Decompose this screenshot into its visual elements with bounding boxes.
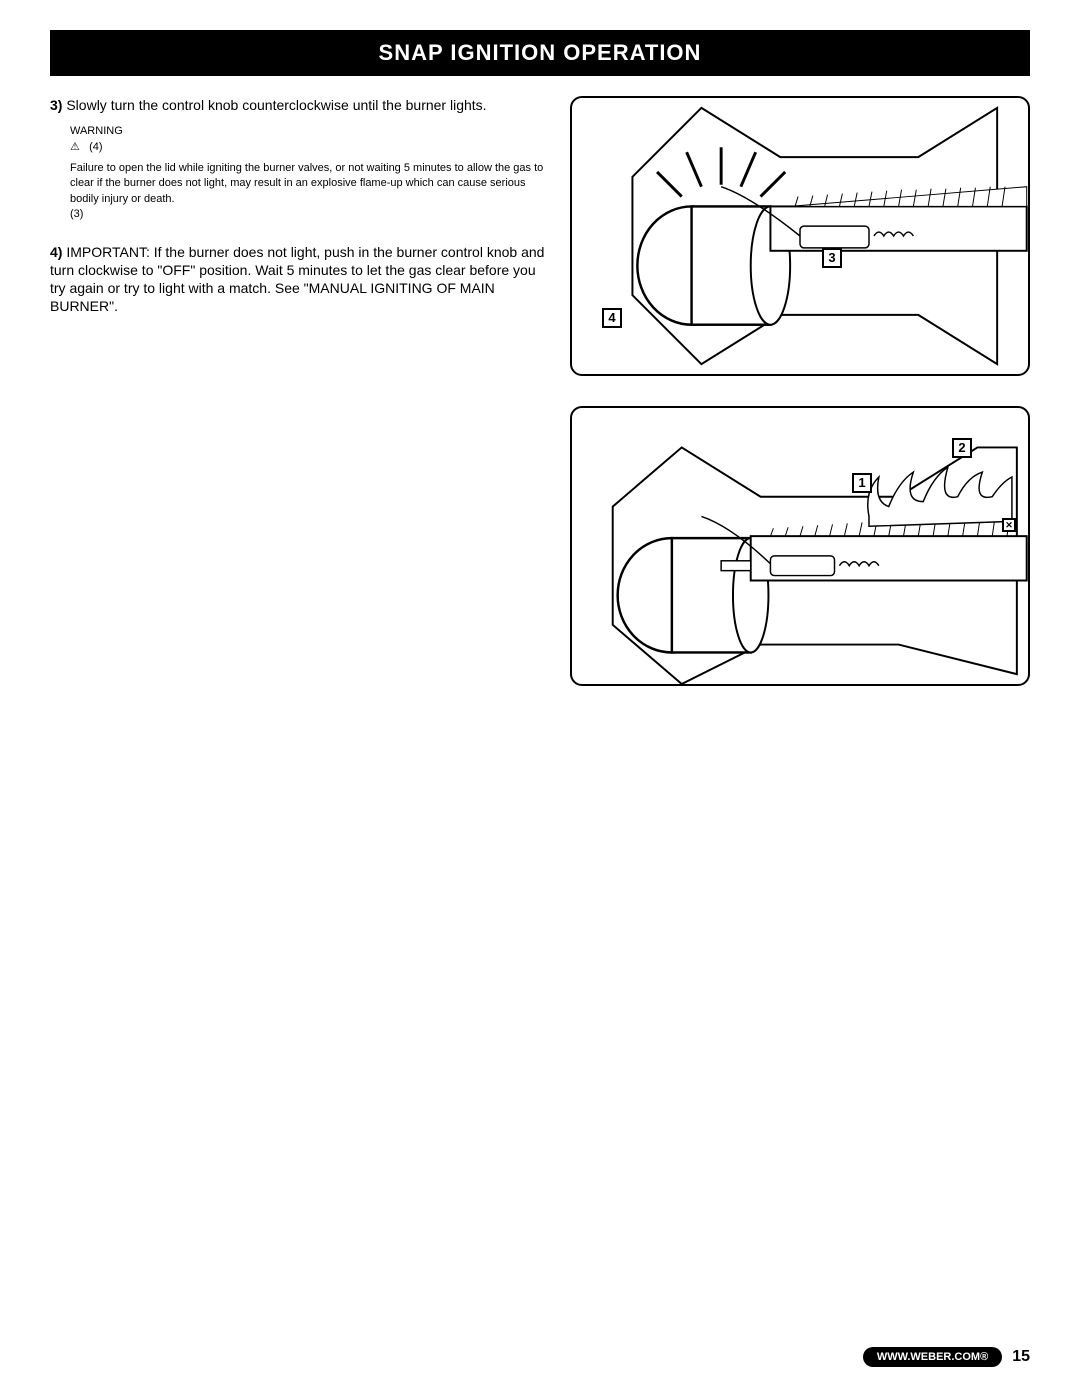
right-column: 3 4 xyxy=(570,96,1030,686)
warning-text1: WARNING xyxy=(70,125,123,137)
diagram-1: 3 4 xyxy=(570,96,1030,376)
diagram-2: 2 1 ✕ xyxy=(570,406,1030,686)
warning-line1: WARNING xyxy=(70,124,550,139)
warning-triangle-icon: ⚠ xyxy=(70,140,82,152)
warning-text2: (4) xyxy=(89,141,102,153)
callout-small: ✕ xyxy=(1002,518,1016,532)
diagram-1-svg xyxy=(572,98,1028,374)
content-row: 3) Slowly turn the control knob counterc… xyxy=(50,96,1030,686)
step4-prefix: 4) xyxy=(50,244,62,260)
left-column: 3) Slowly turn the control knob counterc… xyxy=(50,96,550,686)
page-number: 15 xyxy=(1012,1348,1030,1366)
warning-block: WARNING ⚠ (4) Failure to open the lid wh… xyxy=(70,124,550,222)
section-title: SNAP IGNITION OPERATION xyxy=(50,30,1030,76)
footer-url: WWW.WEBER.COM® xyxy=(863,1347,1002,1367)
instruction-step-4: 4) IMPORTANT: If the burner does not lig… xyxy=(50,243,550,316)
warning-body1: Failure to open the lid while igniting t… xyxy=(70,161,550,207)
callout-3: 3 xyxy=(822,248,842,268)
step4-text: IMPORTANT: If the burner does not light,… xyxy=(50,244,544,315)
callout-4: 4 xyxy=(602,308,622,328)
step3-text: Slowly turn the control knob countercloc… xyxy=(62,97,486,113)
warning-body2: (3) xyxy=(70,207,550,222)
warning-line2: ⚠ (4) xyxy=(70,140,550,155)
callout-1: 1 xyxy=(852,473,872,493)
step3-prefix: 3) xyxy=(50,97,62,113)
callout-2: 2 xyxy=(952,438,972,458)
page-footer: WWW.WEBER.COM® 15 xyxy=(863,1347,1030,1367)
instruction-step-3: 3) Slowly turn the control knob counterc… xyxy=(50,96,550,114)
